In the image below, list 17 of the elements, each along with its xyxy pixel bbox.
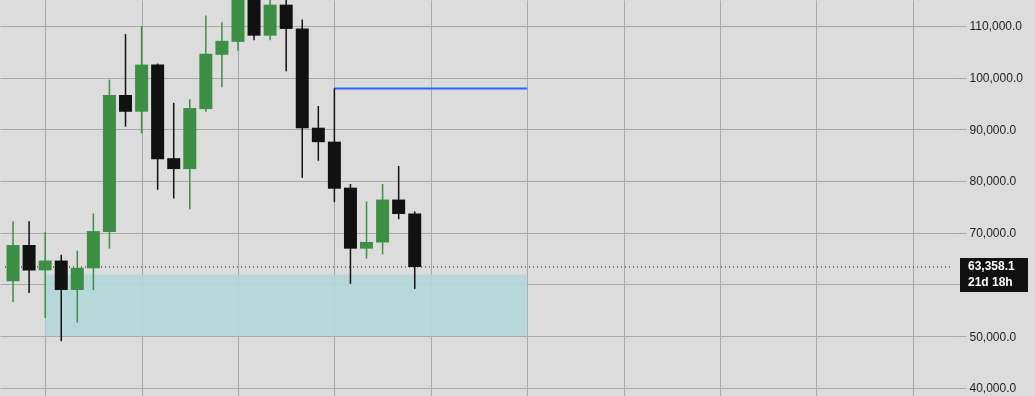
candlestick — [392, 165, 406, 220]
y-tick-label: 50,000.0 — [969, 329, 1017, 344]
candlestick — [360, 200, 374, 260]
candlestick — [38, 231, 52, 319]
y-tick-label: 70,000.0 — [969, 226, 1017, 241]
candlestick — [167, 102, 181, 200]
y-tick-label: 90,000.0 — [969, 122, 1017, 137]
y-tick-label: 100,000.0 — [969, 71, 1024, 86]
ref-line-label: 63,358.1 — [968, 258, 1016, 273]
y-tick-label: 40,000.0 — [969, 381, 1017, 396]
candlestick — [70, 249, 84, 324]
candlestick — [119, 33, 133, 128]
y-tick-label: 80,000.0 — [969, 174, 1017, 189]
candlestick — [215, 21, 229, 89]
candlestick — [311, 105, 325, 162]
y-tick-label: 110,000.0 — [969, 19, 1023, 34]
text: 21d 18h — [968, 274, 1013, 289]
